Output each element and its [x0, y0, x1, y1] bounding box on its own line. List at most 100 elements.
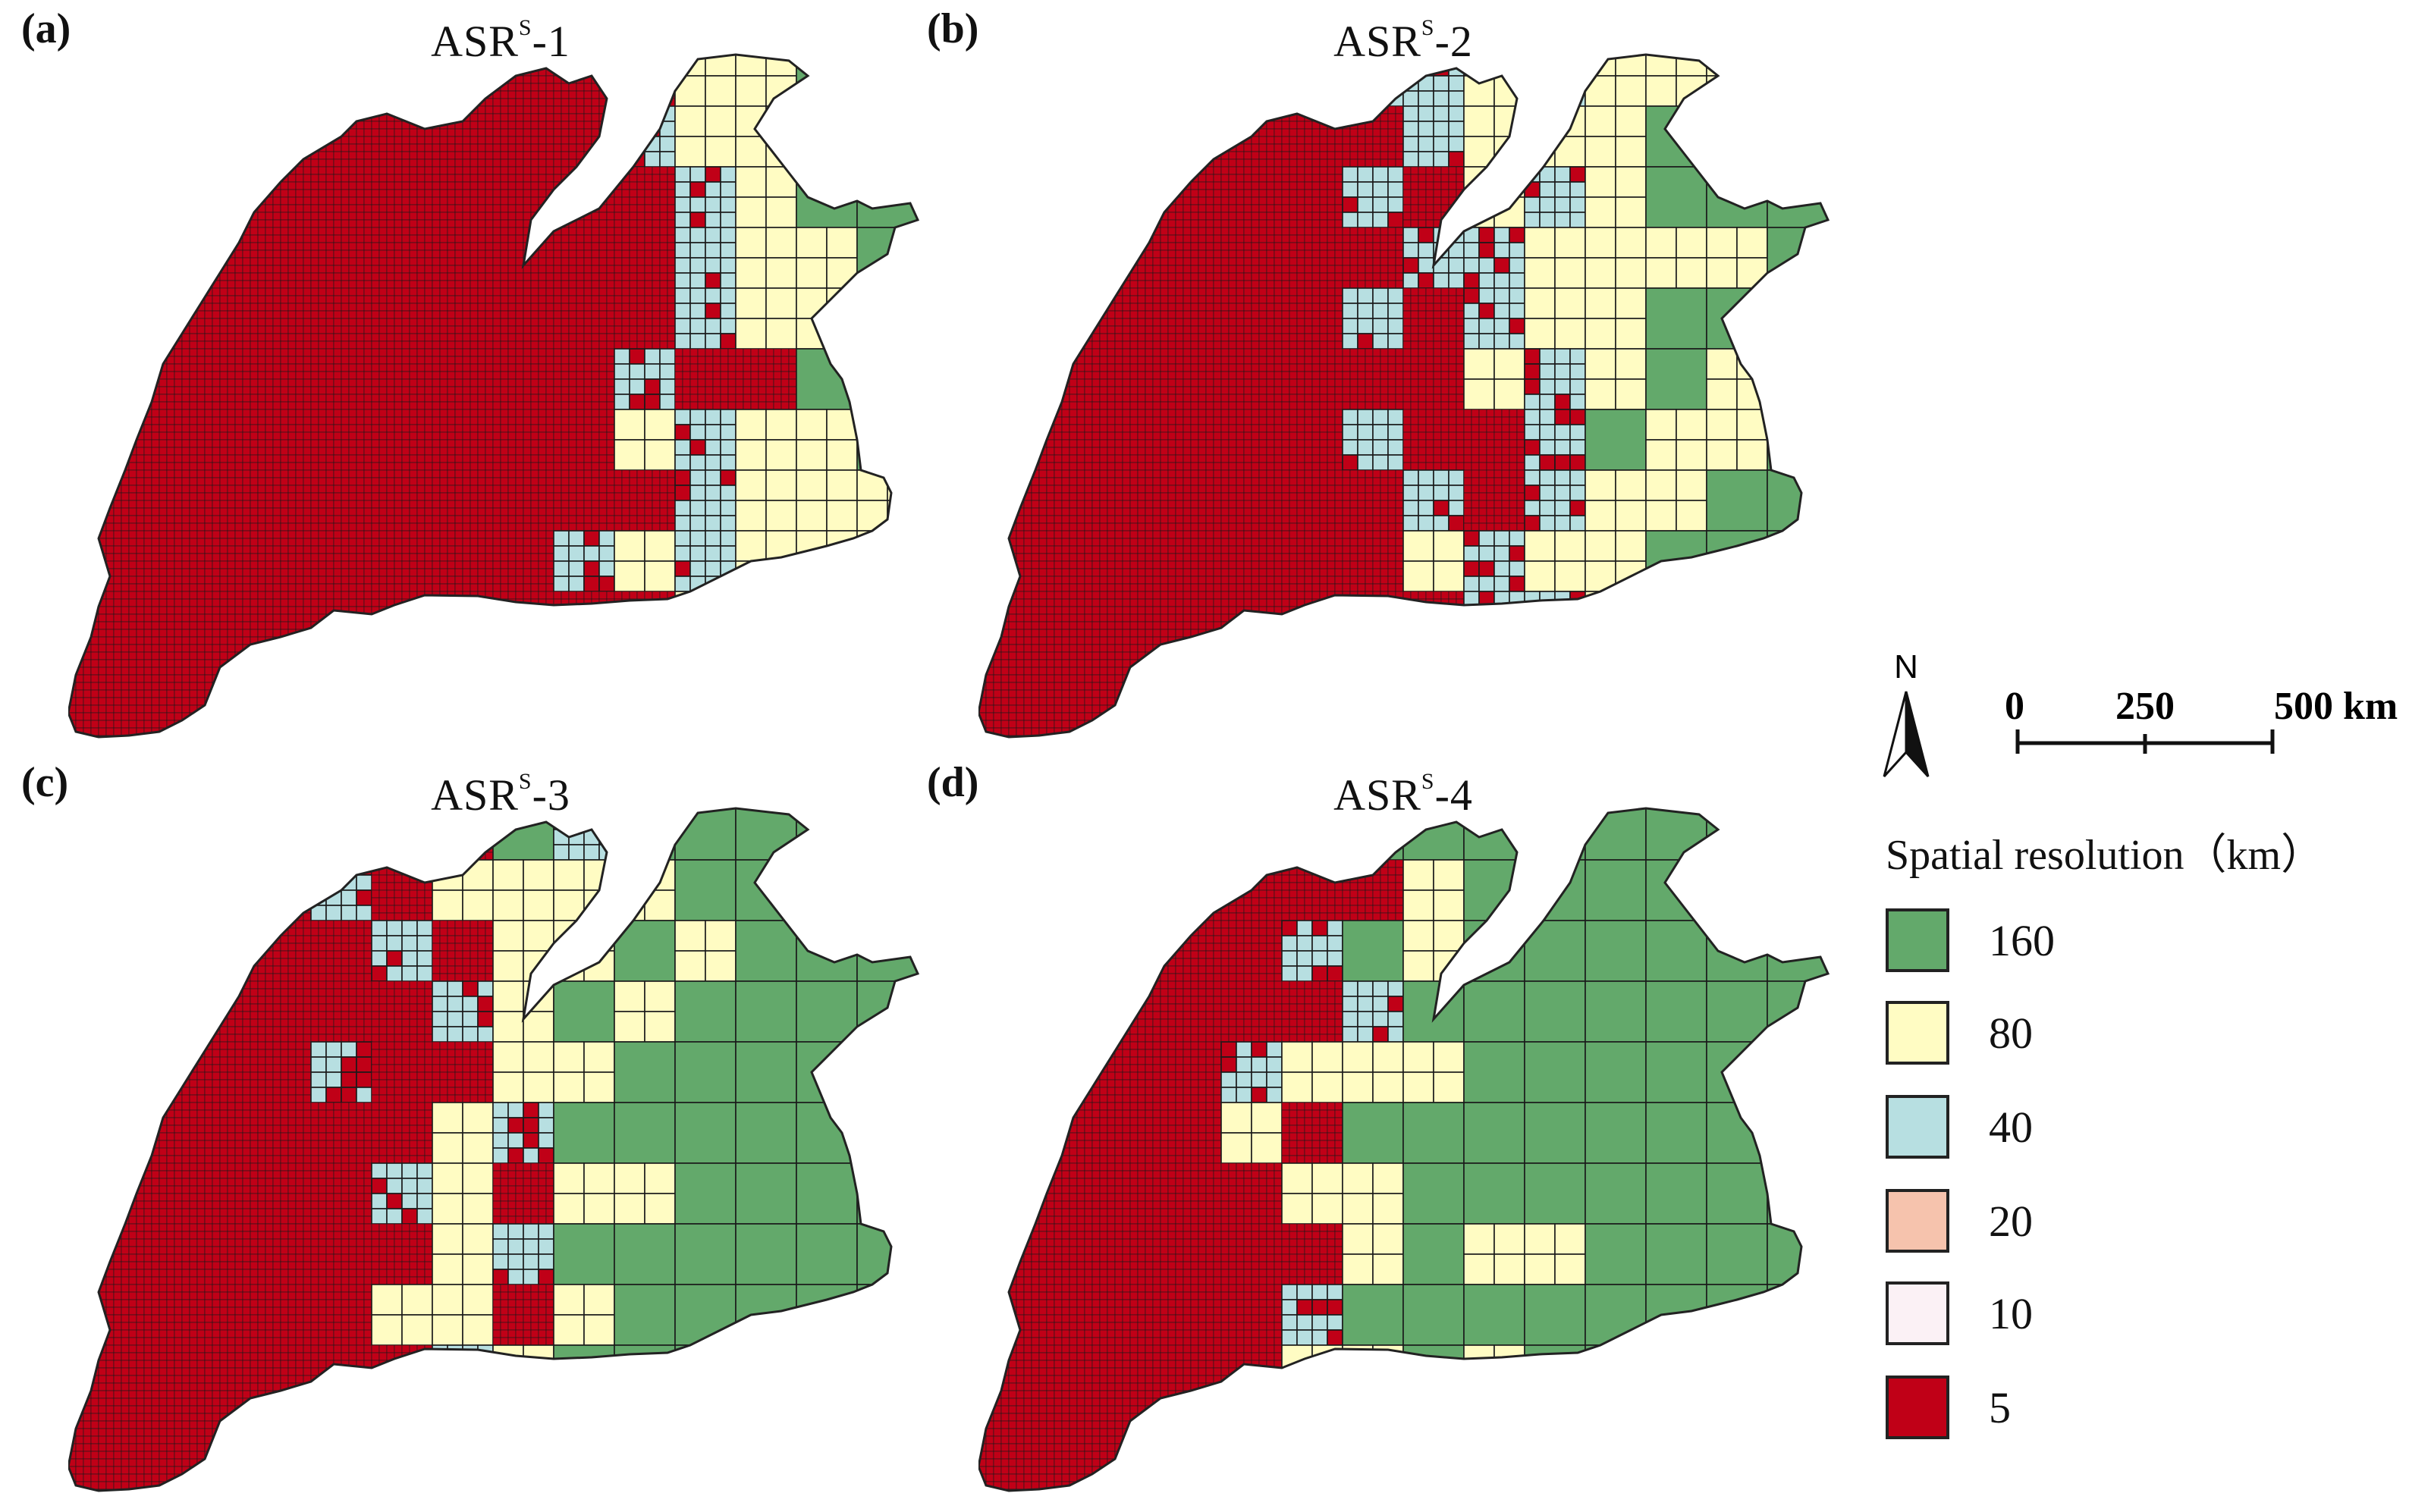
grid-cell-5 [227, 55, 236, 61]
grid-cell-5 [394, 515, 403, 524]
grid-cell-5 [219, 447, 228, 456]
grid-cell-5 [689, 378, 699, 387]
grid-cell-40 [720, 181, 737, 198]
grid-cell-5 [394, 462, 403, 471]
grid-cell-5 [378, 181, 388, 190]
grid-cell-5 [281, 45, 288, 53]
grid-cell-5 [341, 90, 350, 99]
grid-cell-5 [151, 181, 160, 190]
grid-cell-5 [606, 462, 615, 471]
grid-cell-5 [181, 272, 190, 281]
grid-cell-5 [356, 174, 365, 183]
grid-cell-5 [341, 310, 350, 319]
grid-cell-40 [705, 227, 721, 243]
grid-cell-5 [545, 55, 554, 61]
grid-cell-5 [523, 212, 532, 221]
grid-cell-5 [507, 431, 517, 441]
grid-cell-5 [265, 485, 274, 494]
grid-cell-5 [113, 242, 122, 251]
grid-cell-5 [394, 67, 403, 77]
grid-cell-5 [75, 295, 84, 304]
grid-cell-5 [159, 265, 168, 274]
grid-cell-5 [507, 242, 517, 251]
grid-cell-5 [765, 378, 774, 387]
grid-cell-5 [280, 136, 289, 145]
grid-cell-5 [136, 212, 145, 221]
grid-cell-5 [151, 136, 160, 145]
grid-cell-5 [682, 356, 691, 365]
grid-cell-5 [68, 90, 77, 99]
grid-cell-5 [401, 158, 410, 168]
grid-cell-5 [409, 234, 418, 243]
grid-cell-5 [333, 257, 342, 266]
grid-cell-5 [196, 219, 206, 228]
grid-cell-5 [515, 394, 524, 403]
grid-cell-5 [561, 447, 570, 456]
grid-cell-80 [735, 196, 767, 228]
grid-cell-5 [143, 454, 152, 463]
grid-cell-5 [644, 378, 661, 395]
grid-cell-5 [219, 409, 228, 418]
grid-cell-40 [689, 242, 706, 259]
grid-cell-5 [227, 90, 236, 99]
grid-cell-5 [257, 492, 266, 501]
grid-cell-5 [386, 105, 395, 114]
grid-cell-5 [576, 67, 585, 77]
grid-cell-5 [287, 356, 297, 365]
grid-cell-5 [174, 55, 183, 61]
grid-cell-5 [189, 280, 198, 289]
grid-cell-5 [477, 356, 486, 365]
grid-cell-5 [629, 265, 638, 274]
grid-cell-5 [409, 401, 418, 410]
grid-cell-5 [363, 318, 372, 327]
grid-cell-40 [720, 287, 737, 304]
grid-cell-5 [159, 310, 168, 319]
grid-cell-5 [166, 128, 175, 137]
grid-cell-5 [310, 500, 319, 509]
grid-cell-5 [68, 447, 77, 456]
grid-cell-5 [538, 310, 547, 319]
grid-cell-5 [136, 242, 145, 251]
grid-cell-80 [826, 287, 858, 319]
grid-cell-5 [439, 83, 448, 92]
grid-cell-5 [363, 174, 372, 183]
grid-cell-5 [409, 90, 418, 99]
grid-cell-5 [492, 128, 501, 137]
grid-cell-5 [196, 454, 206, 463]
grid-cell-5 [234, 90, 243, 99]
grid-cell-5 [121, 363, 130, 372]
grid-cell-5 [272, 121, 281, 130]
grid-cell-5 [371, 469, 380, 478]
grid-cell-5 [538, 98, 547, 107]
grid-cell-5 [568, 67, 577, 77]
grid-cell-5 [90, 485, 99, 494]
grid-cell-5 [325, 348, 334, 357]
grid-cell-5 [159, 257, 168, 266]
grid-cell-5 [621, 325, 630, 334]
grid-cell-5 [272, 447, 281, 456]
grid-cell-40 [720, 424, 737, 441]
grid-cell-5 [462, 303, 471, 312]
grid-cell-5 [348, 204, 357, 213]
grid-cell-5 [204, 234, 213, 243]
grid-cell-5 [166, 234, 175, 243]
grid-cell-5 [90, 439, 99, 448]
grid-cell-5 [68, 477, 77, 486]
grid-cell-40 [614, 348, 630, 365]
grid-cell-5 [227, 310, 236, 319]
grid-cell-5 [553, 189, 562, 198]
grid-cell-5 [356, 287, 365, 296]
grid-cell-5 [432, 469, 441, 478]
grid-cell-5 [128, 340, 137, 350]
grid-cell-40 [720, 439, 737, 456]
grid-cell-5 [68, 234, 77, 243]
grid-cell-5 [136, 227, 145, 236]
grid-cell-5 [90, 166, 99, 175]
grid-cell-5 [348, 439, 357, 448]
grid-cell-5 [242, 522, 251, 532]
grid-cell-5 [295, 67, 304, 77]
grid-cell-5 [378, 325, 388, 334]
grid-cell-5 [204, 431, 213, 441]
grid-cell-5 [591, 310, 600, 319]
grid-cell-5 [606, 98, 615, 107]
